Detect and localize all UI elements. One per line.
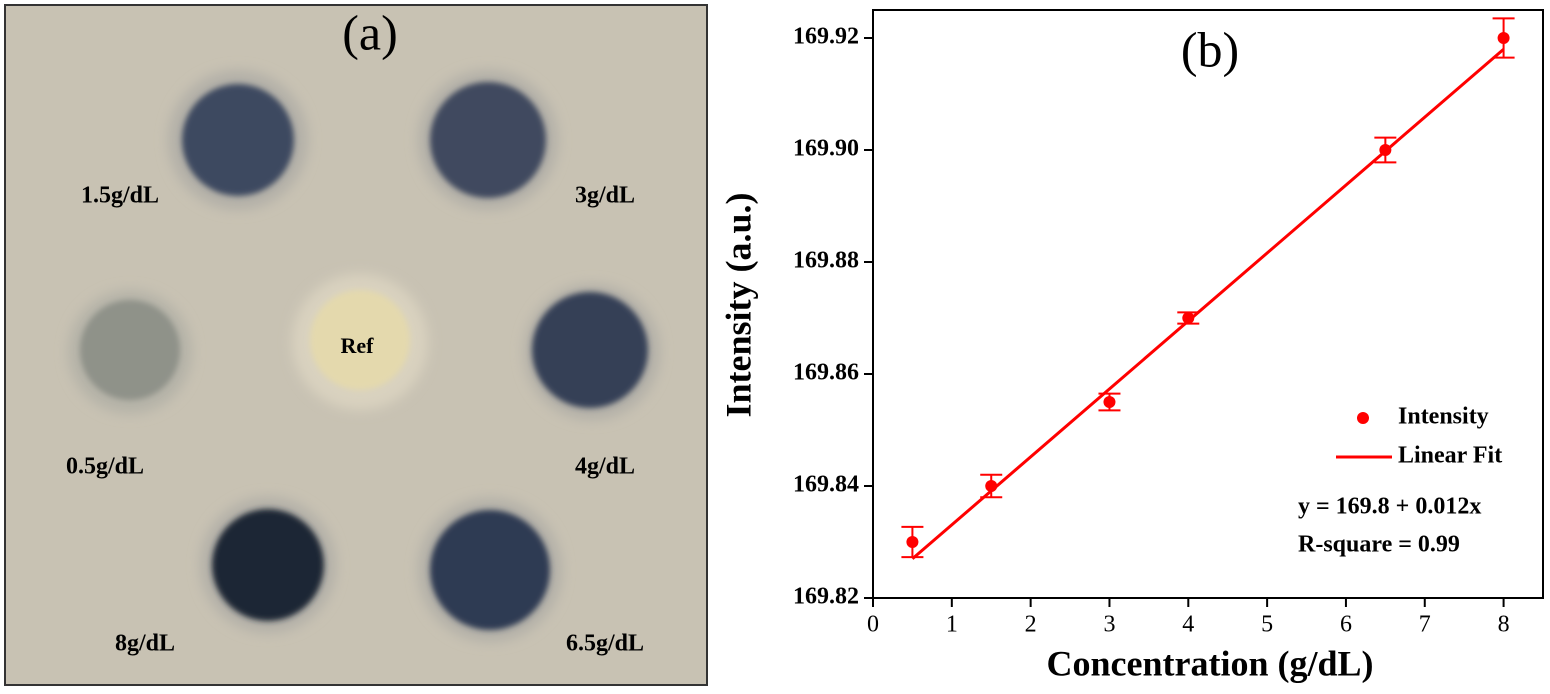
y-tick-label: 169.82 [793, 584, 859, 610]
legend-marker [1357, 412, 1369, 424]
data-point [1103, 396, 1116, 408]
x-tick-label: 6 [1340, 612, 1352, 638]
spot-label: 3g/dL [575, 183, 635, 209]
x-tick-label: 4 [1182, 612, 1194, 638]
annotation: R-square = 0.99 [1298, 532, 1460, 558]
data-point [906, 536, 919, 548]
x-tick-label: 2 [1025, 612, 1037, 638]
fit-line [911, 48, 1505, 560]
y-tick-label: 169.84 [793, 472, 859, 498]
spot-label: Ref [341, 333, 375, 358]
panel-label: (a) [342, 4, 398, 60]
spots [80, 82, 648, 630]
data-point [985, 480, 998, 492]
panel-label: (b) [1181, 21, 1239, 77]
annotation: y = 169.8 + 0.012x [1298, 494, 1481, 520]
legend-label: Intensity [1398, 404, 1489, 430]
x-axis-label: Concentration (g/dL) [1047, 643, 1374, 683]
y-tick-label: 169.92 [793, 24, 859, 50]
spot-label: 8g/dL [115, 631, 175, 657]
x-tick-label: 8 [1498, 612, 1510, 638]
x-tick-label: 1 [946, 612, 958, 638]
data-point [1497, 32, 1510, 44]
x-tick-label: 5 [1261, 612, 1273, 638]
spot-label: 4g/dL [575, 454, 635, 480]
y-axis-label: Intensity (a.u.) [718, 192, 758, 417]
data-point [1182, 312, 1195, 324]
spot-label: 1.5g/dL [81, 183, 159, 209]
photo-panel: (a) 1.5g/dL 3g/dL 0.5g/dL Ref 4g/dL 8g/d… [4, 4, 708, 686]
y-tick-label: 169.86 [793, 360, 859, 386]
data-point [1379, 144, 1392, 156]
y-tick-label: 169.90 [793, 136, 859, 162]
y-tick-label: 169.88 [793, 248, 859, 274]
plot-frame [872, 9, 1544, 599]
legend-label: Linear Fit [1398, 443, 1502, 469]
x-tick-label: 7 [1419, 612, 1431, 638]
spot-label: 6.5g/dL [566, 631, 644, 657]
x-tick-label: 3 [1103, 612, 1115, 638]
x-tick-label: 0 [867, 612, 879, 638]
spot-label: 0.5g/dL [66, 454, 144, 480]
chart-panel: (b) Concentration (g/dL) Intensity (a.u.… [718, 9, 1544, 683]
